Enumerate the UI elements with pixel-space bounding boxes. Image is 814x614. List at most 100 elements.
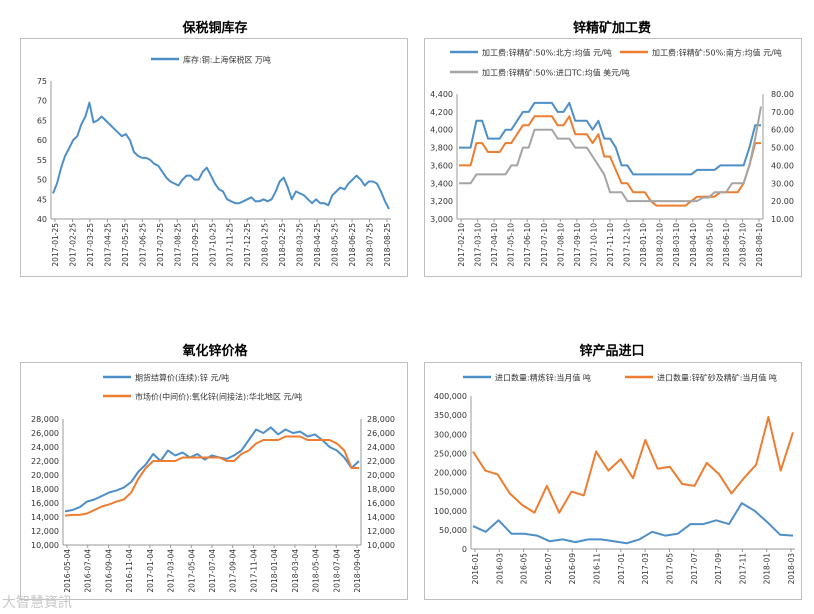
x-tick-label: 2018-03-25 bbox=[296, 223, 305, 267]
chart-title: 氧化锌价格 bbox=[182, 344, 248, 359]
x-tick-label: 2018-07-04 bbox=[332, 549, 341, 593]
y2-tick-label: 22,000 bbox=[367, 457, 395, 466]
x-tick-label: 2017-05-10 bbox=[507, 223, 516, 267]
x-tick-label: 2016-09 bbox=[568, 553, 577, 585]
x-tick-label: 2018-03 bbox=[787, 553, 796, 585]
x-tick-label: 2017-12-25 bbox=[243, 223, 252, 267]
y2-tick-label: 80.00 bbox=[771, 90, 794, 99]
x-tick-label: 2017-05-25 bbox=[121, 223, 130, 267]
y-tick-label: 3,000 bbox=[430, 215, 453, 224]
x-tick-label: 2017-01-25 bbox=[51, 223, 60, 267]
x-tick-label: 2016-11 bbox=[593, 553, 602, 585]
x-tick-label: 2017-07-25 bbox=[156, 223, 165, 267]
x-tick-label: 2018-05-25 bbox=[331, 223, 340, 267]
y-tick-label: 75 bbox=[37, 77, 47, 86]
y-tick-label: 3,200 bbox=[430, 197, 453, 206]
y2-tick-label: 30.00 bbox=[771, 179, 794, 188]
y-tick-label: 200,000 bbox=[434, 469, 467, 478]
x-tick-label: 2018-02-25 bbox=[278, 223, 287, 267]
x-tick-label: 2018-04-10 bbox=[689, 223, 698, 267]
x-tick-label: 2016-05 bbox=[520, 553, 529, 585]
y2-tick-label: 16,000 bbox=[367, 499, 395, 508]
y-tick-label: 70 bbox=[37, 97, 47, 106]
y2-tick-label: 20.00 bbox=[771, 197, 794, 206]
series-line bbox=[64, 435, 359, 517]
x-tick-label: 2017-10-25 bbox=[208, 223, 217, 267]
x-tick-label: 2016-05-04 bbox=[63, 549, 72, 593]
y-tick-label: 22,000 bbox=[31, 457, 59, 466]
series-line bbox=[52, 101, 390, 210]
y-tick-label: 18,000 bbox=[31, 485, 59, 494]
x-tick-label: 2018-09-04 bbox=[353, 549, 362, 593]
x-tick-label: 2017-08-25 bbox=[173, 223, 182, 267]
chart-svg: 加工费:锌精矿:50%:北方:均值 元/吨 加工费:锌精矿:50%:南方:均值 元… bbox=[430, 48, 794, 267]
legend-label: 进口数量:锌矿砂及精矿:当月值 吨 bbox=[657, 373, 777, 383]
x-tick-label: 2018-03-04 bbox=[291, 549, 300, 593]
y2-tick-label: 10.00 bbox=[771, 215, 794, 224]
y-tick-label: 3,400 bbox=[430, 179, 453, 188]
y2-tick-label: 60.00 bbox=[771, 126, 794, 135]
x-tick-label: 2017-03-10 bbox=[474, 223, 483, 267]
x-tick-label: 2018-05-10 bbox=[705, 223, 714, 267]
y-tick-label: 10,000 bbox=[31, 541, 59, 550]
x-tick-label: 2017-02-10 bbox=[457, 223, 466, 267]
x-tick-label: 2018-06-25 bbox=[348, 223, 357, 267]
chart-svg: 库存:铜:上海保税区 万吨 75 70 65 60 55 50 45 40 2017-01-25 2… bbox=[37, 55, 392, 267]
x-tick-label: 2017-03-25 bbox=[86, 223, 95, 267]
legend-label: 加工费:锌精矿:50%:进口TC:均值 美元/吨 bbox=[482, 68, 630, 78]
legend-label: 库存:铜:上海保税区 万吨 bbox=[183, 55, 271, 65]
series-line bbox=[472, 416, 794, 514]
y2-tick-label: 28,000 bbox=[367, 415, 395, 424]
x-tick-label: 2017-08-10 bbox=[556, 223, 565, 267]
x-tick-label: 2017-12-10 bbox=[623, 223, 632, 267]
series-line bbox=[459, 101, 761, 176]
chart-box: 库存:铜:上海保税区 万吨 75 70 65 60 55 50 45 40 2017-01-25 2… bbox=[20, 38, 408, 277]
y2-tick-label: 10,000 bbox=[367, 541, 395, 550]
x-tick-label: 2016-09-04 bbox=[104, 549, 113, 593]
y-tick-label: 400,000 bbox=[434, 392, 467, 401]
chart-title: 锌精矿加工费 bbox=[572, 21, 651, 36]
x-tick-label: 2017-04-25 bbox=[103, 223, 112, 267]
x-tick-label: 2017-04-10 bbox=[490, 223, 499, 267]
y2-tick-label: 40.00 bbox=[771, 161, 794, 170]
x-tick-label: 2017-01 bbox=[617, 553, 626, 585]
x-tick-label: 2017-03 bbox=[641, 553, 650, 585]
legend-label: 加工费:锌精矿:50%:南方:均值 元/吨 bbox=[652, 48, 782, 58]
y-tick-label: 3,600 bbox=[430, 161, 453, 170]
x-tick-label: 2017-11-10 bbox=[606, 223, 615, 267]
y-tick-label: 12,000 bbox=[31, 527, 59, 536]
x-tick-label: 2018-08-10 bbox=[755, 223, 764, 267]
x-tick-label: 2017-11-04 bbox=[249, 549, 258, 593]
y2-tick-label: 26,000 bbox=[367, 429, 395, 438]
y2-tick-label: 70.00 bbox=[771, 108, 794, 117]
legend-label: 进口数量:精炼锌:当月值 吨 bbox=[495, 373, 591, 383]
y-tick-label: 24,000 bbox=[31, 443, 59, 452]
x-tick-label: 2017-11 bbox=[738, 553, 747, 585]
x-tick-label: 2016-11-04 bbox=[125, 549, 134, 593]
x-tick-label: 2017-11-25 bbox=[226, 223, 235, 267]
x-tick-label: 2017-02-25 bbox=[68, 223, 77, 267]
legend-label: 市场价(中间价):氧化锌(间接法):华北地区 元/吨 bbox=[135, 392, 302, 402]
x-tick-label: 2018-01-04 bbox=[270, 549, 279, 593]
watermark-logo: 大智慧資訊 bbox=[2, 595, 72, 611]
chart-box: 加工费:锌精矿:50%:北方:均值 元/吨 加工费:锌精矿:50%:南方:均值 元… bbox=[424, 38, 802, 277]
x-tick-label: 2018-06-10 bbox=[722, 223, 731, 267]
x-tick-label: 2017-07 bbox=[690, 553, 699, 585]
y-tick-label: 4,200 bbox=[430, 108, 453, 117]
x-tick-label: 2018-05-04 bbox=[312, 549, 321, 593]
y-tick-label: 40 bbox=[37, 215, 47, 224]
x-tick-label: 2017-07-10 bbox=[540, 223, 549, 267]
x-tick-label: 2018-01-10 bbox=[639, 223, 648, 267]
y-tick-label: 20,000 bbox=[31, 471, 59, 480]
series-line bbox=[459, 106, 762, 203]
x-tick-label: 2016-01 bbox=[471, 553, 480, 585]
x-tick-label: 2017-09-25 bbox=[191, 223, 200, 267]
chart-svg: 进口数量:精炼锌:当月值 吨 进口数量:锌矿砂及精矿:当月值 吨 400,000 35… bbox=[434, 373, 796, 585]
y-tick-label: 26,000 bbox=[31, 429, 59, 438]
y2-tick-label: 24,000 bbox=[367, 443, 395, 452]
x-tick-label: 2018-04-25 bbox=[313, 223, 322, 267]
y-tick-label: 100,000 bbox=[434, 507, 467, 516]
x-tick-label: 2018-01-25 bbox=[261, 223, 270, 267]
x-tick-label: 2017-01-04 bbox=[146, 549, 155, 593]
